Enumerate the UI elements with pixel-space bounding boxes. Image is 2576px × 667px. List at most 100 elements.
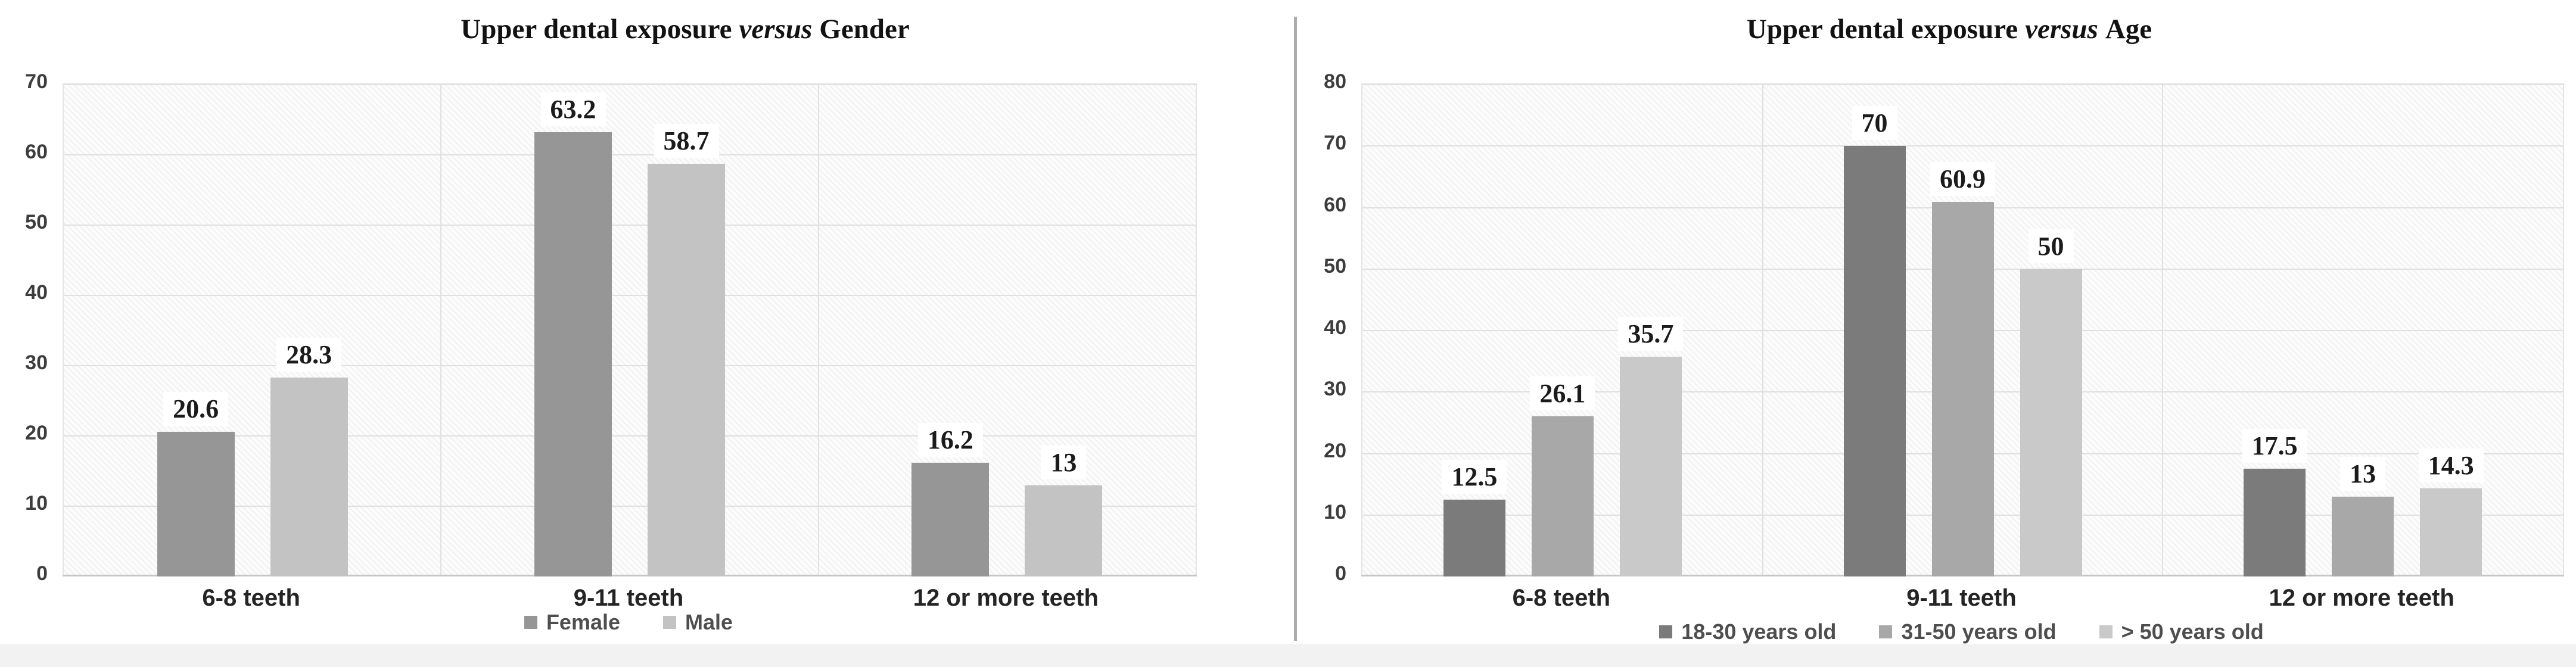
bar-18-30-years-old-12-or-more-teeth [2244, 469, 2306, 576]
chart-title-italic: versus [2025, 14, 2098, 45]
x-axis-baseline [63, 575, 1197, 576]
gridline-horizontal [64, 506, 1196, 507]
legend-item-female: Female [524, 610, 620, 635]
legend-label: Male [685, 610, 733, 634]
legend-swatch-icon [524, 616, 537, 629]
y-axis-tick: 50 [1324, 254, 1346, 278]
value-label: 63.2 [442, 92, 704, 127]
legend-item-male: Male [663, 610, 733, 635]
chart-title-suffix: Gender [819, 14, 910, 45]
value-label: 14.3 [2320, 448, 2576, 483]
value-label-text: 28.3 [276, 338, 342, 372]
y-axis-tick: 30 [1324, 378, 1346, 401]
value-label: 28.3 [178, 338, 440, 372]
value-label-text: 58.7 [654, 124, 719, 158]
legend-swatch-icon [1879, 625, 1893, 638]
legend-label: 18-30 years old [1681, 619, 1837, 644]
bar-50-years-old-9-11-teeth [2020, 269, 2082, 576]
y-axis-tick: 60 [25, 141, 48, 163]
legend-label: 31-50 years old [1901, 619, 2057, 644]
chart-title-italic: versus [739, 14, 813, 45]
value-label-text: 63.2 [540, 92, 606, 127]
y-axis-tick: 0 [1335, 562, 1346, 585]
value-label: 58.7 [555, 124, 817, 158]
value-label-text: 13 [1041, 445, 1087, 479]
y-axis-tick: 30 [25, 351, 48, 374]
value-label: 16.2 [819, 422, 1081, 457]
legend-swatch-icon [2099, 625, 2113, 638]
legend-item-18-30-years-old: 18-30 years old [1659, 619, 1836, 644]
bar-50-years-old-6-8-teeth [1619, 357, 1682, 576]
legend-item-50-years-old: > 50 years old [2099, 619, 2264, 644]
x-axis-category: 12 or more teeth [913, 585, 1099, 611]
bar-male-6-8-teeth [270, 378, 348, 576]
chart-divider [1294, 17, 1297, 641]
plot-area: 12.5 26.1 35.7 70 60.9 50 17.5 13 14.3 [1361, 83, 2564, 576]
x-axis-category: 12 or more teeth [2269, 585, 2454, 611]
chart-title: Upper dental exposure versus Age [1294, 13, 2576, 45]
x-axis-category: 9-11 teeth [1906, 585, 2017, 611]
y-axis-tick: 70 [1324, 132, 1346, 155]
gridline-vertical [2162, 85, 2164, 576]
value-label: 35.7 [1520, 317, 1782, 351]
bar-18-30-years-old-9-11-teeth [1843, 146, 1906, 576]
bar-female-6-8-teeth [157, 431, 235, 576]
legend-item-31-50-years-old: 31-50 years old [1879, 619, 2057, 644]
value-label: 17.5 [2143, 429, 2406, 463]
x-axis-category: 6-8 teeth [202, 585, 300, 611]
bottom-strip [0, 644, 2576, 667]
bar-18-30-years-old-6-8-teeth [1443, 499, 1505, 576]
gridline-horizontal [1362, 84, 2563, 85]
chart-title-prefix: Upper dental exposure [461, 14, 732, 45]
y-axis-tick: 60 [1324, 193, 1346, 216]
gridline-horizontal [64, 295, 1196, 296]
x-axis-category: 6-8 teeth [1512, 585, 1611, 611]
gridline-vertical [817, 85, 819, 576]
value-label: 70 [1744, 106, 2006, 141]
bar-female-9-11-teeth [534, 132, 612, 576]
gridline-horizontal [64, 154, 1196, 155]
value-label-text: 17.5 [2242, 429, 2307, 463]
bar-31-50-years-old-12-or-more-teeth [2332, 496, 2394, 576]
value-label-text: 16.2 [917, 422, 983, 457]
y-axis-tick: 0 [36, 562, 48, 585]
value-label-text: 35.7 [1618, 317, 1684, 351]
gridline-vertical [1762, 85, 1763, 576]
y-axis-tick: 80 [1324, 70, 1346, 93]
chart-title-prefix: Upper dental exposure [1746, 14, 2018, 45]
bar-31-50-years-old-9-11-teeth [1931, 202, 1994, 576]
chart-title-suffix: Age [2105, 14, 2152, 45]
y-axis-tick: 50 [25, 211, 48, 233]
value-label-text: 12.5 [1442, 459, 1507, 494]
value-label: 50 [1920, 229, 2182, 263]
y-axis-tick: 40 [25, 281, 48, 304]
bar-31-50-years-old-6-8-teeth [1531, 416, 1594, 576]
plot-area: 20.6 28.3 63.2 58.7 16.2 13 [63, 83, 1197, 576]
y-axis-tick: 20 [25, 422, 48, 444]
legend: Female Male [63, 610, 1194, 635]
value-label-text: 50 [2028, 229, 2074, 263]
value-label: 60.9 [1832, 162, 2094, 197]
value-label-text: 26.1 [1530, 376, 1595, 410]
gridline-horizontal [64, 365, 1196, 366]
value-label: 13 [2232, 456, 2494, 491]
y-axis-tick: 10 [1324, 500, 1346, 523]
gridline-vertical [440, 85, 442, 576]
value-label: 20.6 [65, 391, 327, 426]
value-label-text: 70 [1852, 106, 1897, 141]
value-label-text: 20.6 [163, 391, 229, 426]
y-axis-tick: 40 [1324, 316, 1346, 339]
bar-male-9-11-teeth [648, 164, 725, 576]
legend-swatch-icon [1659, 625, 1673, 638]
legend-label: Female [546, 610, 621, 634]
gridline-horizontal [64, 225, 1196, 226]
value-label-text: 14.3 [2418, 448, 2484, 483]
y-axis-tick: 20 [1324, 439, 1346, 462]
x-axis-category: 9-11 teeth [573, 585, 684, 611]
bar-50-years-old-12-or-more-teeth [2420, 488, 2482, 576]
bar-male-12-or-more-teeth [1025, 485, 1103, 576]
gridline-horizontal [1362, 145, 2563, 147]
bar-female-12-or-more-teeth [911, 462, 990, 576]
gridline-horizontal [64, 84, 1196, 85]
